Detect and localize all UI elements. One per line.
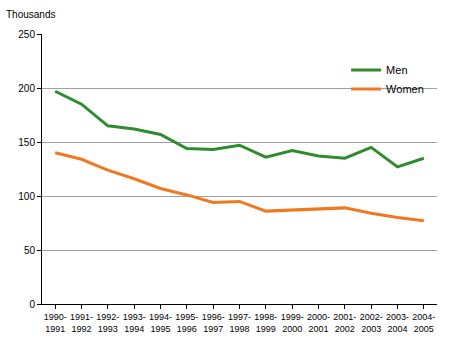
svg-text:2001-2002: 2001-2002 [333,312,356,334]
svg-text:150: 150 [18,137,35,148]
svg-text:Thousands: Thousands [6,9,55,20]
svg-text:0: 0 [29,299,35,310]
svg-text:250: 250 [18,29,35,40]
svg-text:2003-2004: 2003-2004 [386,312,409,334]
svg-text:200: 200 [18,83,35,94]
svg-text:1995-1996: 1995-1996 [175,312,198,334]
svg-text:50: 50 [24,245,36,256]
svg-text:1990-1991: 1990-1991 [44,312,67,334]
svg-text:Women: Women [386,83,424,95]
svg-text:2002-2003: 2002-2003 [360,312,383,334]
svg-text:1991-1992: 1991-1992 [70,312,93,334]
svg-text:2004-2005: 2004-2005 [412,312,435,334]
svg-text:2000-2001: 2000-2001 [307,312,330,334]
svg-text:Men: Men [386,64,407,76]
svg-text:1996-1997: 1996-1997 [202,312,225,334]
svg-text:1992-1993: 1992-1993 [96,312,119,334]
svg-text:100: 100 [18,191,35,202]
svg-text:1998-1999: 1998-1999 [254,312,277,334]
svg-text:1994-1995: 1994-1995 [149,312,172,334]
svg-text:1997-1998: 1997-1998 [228,312,251,334]
svg-text:1999-2000: 1999-2000 [281,312,304,334]
svg-text:1993-1994: 1993-1994 [123,312,146,334]
